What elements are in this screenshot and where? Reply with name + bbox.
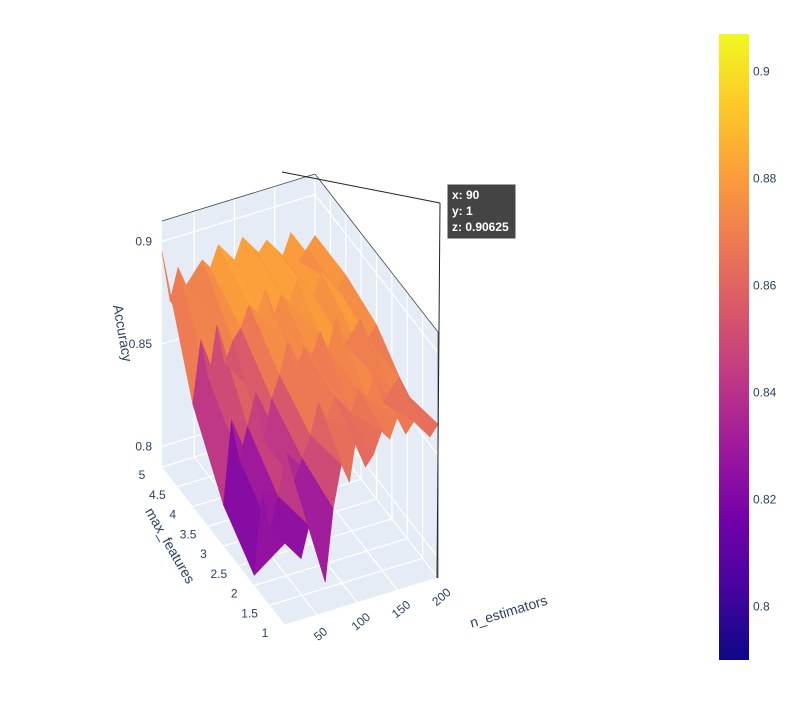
y-tick-label: 3.5 bbox=[180, 527, 197, 541]
surface-patch[interactable] bbox=[398, 376, 439, 438]
colorbar-tick-label: 0.82 bbox=[753, 492, 777, 506]
z-tick-label: 0.85 bbox=[129, 337, 153, 351]
colorbar-tick-label: 0.8 bbox=[753, 599, 770, 613]
colorbar-tick-label: 0.86 bbox=[753, 278, 777, 292]
tooltip-x: x: 90 bbox=[452, 188, 480, 202]
y-tick-label: 2.5 bbox=[211, 567, 228, 581]
x-axis-title: n_estimators bbox=[468, 592, 549, 631]
grid-line bbox=[284, 577, 439, 626]
grid-line bbox=[269, 557, 423, 606]
tooltip-y: y: 1 bbox=[452, 204, 473, 218]
y-tick-label: 4.5 bbox=[149, 488, 166, 502]
colorbar-tick-label: 0.88 bbox=[753, 171, 777, 185]
y-tick-label: 1 bbox=[262, 626, 269, 640]
colorbar: 0.8 0.82 0.84 0.86 0.88 0.9 bbox=[719, 34, 777, 660]
tooltip-box bbox=[446, 183, 517, 240]
colorbar-tick-label: 0.9 bbox=[753, 64, 770, 78]
grid-line bbox=[161, 193, 316, 243]
hover-spike-line bbox=[436, 202, 441, 579]
x-tick-label: 150 bbox=[389, 597, 414, 621]
surface[interactable] bbox=[161, 232, 439, 583]
z-axis-title: Accuracy bbox=[110, 303, 136, 362]
hover-tooltip: x: 90 y: 1 z: 0.90625 bbox=[281, 171, 517, 579]
y-tick-label: 1.5 bbox=[241, 606, 258, 620]
y-tick-label: 2 bbox=[231, 587, 238, 601]
x-tick-label: 100 bbox=[349, 610, 374, 634]
grid-line bbox=[254, 537, 408, 587]
y-tick-label: 3 bbox=[200, 547, 207, 561]
y-tick-label: 4 bbox=[169, 508, 176, 522]
box-edge bbox=[314, 173, 439, 333]
grid-line bbox=[314, 194, 439, 353]
box-edge bbox=[161, 173, 316, 222]
hover-spike-line bbox=[281, 171, 441, 204]
tooltip-z: z: 0.90625 bbox=[452, 220, 509, 234]
z-tick-label: 0.8 bbox=[135, 440, 152, 454]
x-tick-label: 50 bbox=[311, 624, 330, 644]
z-tick-label: 0.9 bbox=[135, 235, 152, 249]
y-tick-label: 5 bbox=[139, 468, 146, 482]
colorbar-tick-label: 0.84 bbox=[753, 385, 777, 399]
x-tick-label: 200 bbox=[429, 585, 454, 609]
colorbar-gradient bbox=[719, 34, 749, 660]
